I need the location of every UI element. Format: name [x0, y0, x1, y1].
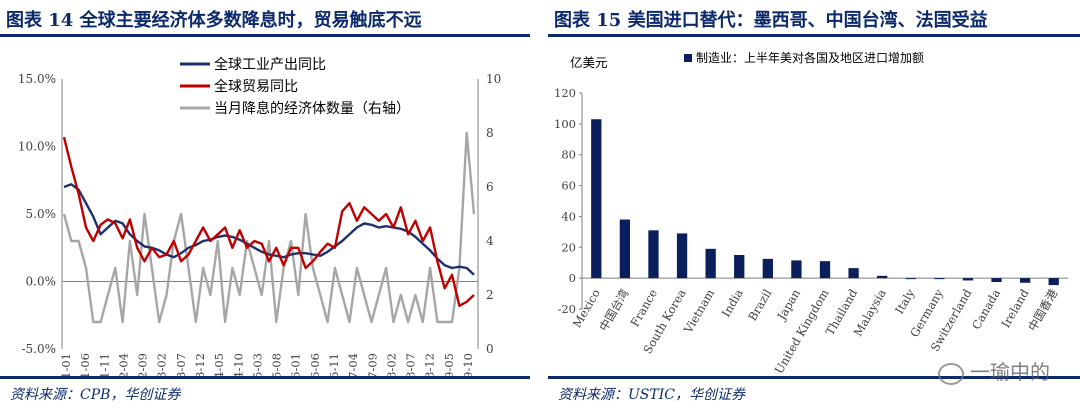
- right-y-tick-label: 0: [486, 342, 494, 356]
- line-chart: 15.0% 10.0% 5.0% 0.0% -5.0% 10 8 6 4 2 0 2011-01 201…: [18, 56, 501, 377]
- x-tick-label: 2015-03: [250, 353, 264, 377]
- right-title-rule: [548, 34, 1080, 37]
- bar-category-label: Japan: [774, 286, 803, 323]
- watermark-text: 一瑜中的: [970, 360, 1050, 384]
- bar-y-tick-label: 60: [561, 179, 576, 193]
- bar-legend-swatch: [684, 54, 692, 62]
- bar-6: [762, 258, 773, 279]
- legend-label-0: 全球工业产出同比: [214, 56, 326, 73]
- bar-13: [962, 278, 974, 281]
- right-source-note: 资料来源：USTIC，华创证券: [558, 387, 745, 403]
- bar-7: [791, 260, 802, 279]
- bar-category-label: Brazil: [745, 286, 774, 323]
- x-tick-label: 2016-06: [308, 353, 322, 377]
- bar-category-label: Canada: [969, 287, 1003, 332]
- bar-5: [734, 255, 745, 279]
- bar-category-label: Italy: [892, 286, 917, 316]
- bar-1: [619, 219, 631, 279]
- bar-y-tick-label: 80: [561, 148, 576, 162]
- bar-14: [991, 278, 1002, 282]
- x-tick-label: 2013-02: [155, 353, 169, 377]
- left-source-note: 资料来源：CPB，华创证券: [10, 387, 181, 403]
- bar-y-unit-label: 亿美元: [570, 55, 608, 70]
- x-tick-label: 2018-02: [384, 353, 398, 377]
- bar-2: [648, 230, 659, 279]
- bar-4: [705, 248, 716, 279]
- legend-label-1: 全球贸易同比: [214, 78, 298, 95]
- left-bottom-rule: [0, 376, 530, 379]
- x-tick-label: 2014-05: [212, 353, 226, 377]
- bar-y-tick-label: 0: [569, 271, 576, 285]
- bar-y-tick-label: 20: [561, 240, 576, 254]
- x-tick-label: 2011-01: [59, 353, 73, 377]
- x-tick-label: 2019-05: [442, 353, 456, 377]
- right-y-tick-label: 2: [486, 288, 494, 302]
- left-figure-title: 图表 14 全球主要经济体多数降息时，贸易触底不远: [6, 10, 422, 31]
- x-tick-label: 2016-01: [289, 353, 303, 377]
- right-y-tick-label: 10: [486, 72, 501, 86]
- right-y-tick-label: 4: [486, 234, 494, 248]
- bar-y-tick-label: -20: [557, 302, 576, 316]
- x-tick-label: 2017-04: [346, 353, 360, 377]
- x-tick-label: 2016-11: [327, 353, 341, 377]
- bar-16: [1048, 278, 1059, 286]
- bar-10: [877, 275, 888, 279]
- bar-0: [591, 119, 602, 279]
- bar-9: [848, 268, 859, 279]
- bar-15: [1019, 278, 1031, 283]
- bar-8: [819, 261, 831, 279]
- left-title-rule: [0, 34, 530, 37]
- bar-y-tick-label: 120: [554, 86, 576, 100]
- series-line-0: [63, 183, 475, 276]
- left-y-tick-label: -5.0%: [21, 342, 56, 356]
- x-tick-label: 2017-09: [365, 353, 379, 377]
- bar-category-label: India: [719, 287, 746, 320]
- x-tick-label: 2018-07: [404, 353, 418, 377]
- bar-3: [676, 233, 688, 279]
- x-tick-label: 2018-12: [423, 353, 437, 377]
- x-tick-label: 2011-06: [78, 353, 92, 377]
- right-bottom-rule: [548, 376, 1080, 379]
- wechat-icon: [938, 362, 964, 385]
- right-y-tick-label: 8: [486, 126, 494, 140]
- bar-11: [905, 278, 916, 280]
- watermark: 一瑜中的: [938, 356, 1050, 385]
- bar-chart: 亿美元 制造业：上半年美对各国及地区进口增加额 120 100 80 60 40 20 0 -20…: [554, 50, 1068, 376]
- x-tick-label: 2013-07: [174, 353, 188, 377]
- bar-y-tick-label: 100: [554, 117, 576, 131]
- series-line-1: [62, 136, 475, 307]
- x-tick-label: 2011-11: [97, 353, 111, 377]
- right-figure-title: 图表 15 美国进口替代：墨西哥、中国台湾、法国受益: [554, 10, 988, 31]
- bar-y-tick-label: 40: [561, 209, 576, 223]
- left-y-tick-label: 0.0%: [26, 275, 57, 289]
- x-tick-label: 2012-09: [136, 353, 150, 377]
- x-tick-label: 2019-10: [461, 353, 475, 377]
- legend-label-2: 当月降息的经济体数量（右轴）: [214, 100, 410, 117]
- left-y-tick-label: 5.0%: [26, 207, 57, 221]
- bar-legend-label: 制造业：上半年美对各国及地区进口增加额: [696, 50, 924, 65]
- right-figure-panel: 图表 15 美国进口替代：墨西哥、中国台湾、法国受益 亿美元 制造业：上半年美对各…: [548, 0, 1080, 419]
- x-tick-label: 2012-04: [116, 353, 130, 377]
- left-figure-panel: 图表 14 全球主要经济体多数降息时，贸易触底不远 15.0% 10.0% 5.0%…: [0, 0, 530, 419]
- x-tick-label: 2013-12: [193, 353, 207, 377]
- series-line-2: [62, 131, 476, 324]
- x-tick-label: 2015-08: [270, 353, 284, 377]
- bar-12: [934, 278, 945, 280]
- left-y-tick-label: 15.0%: [18, 72, 56, 86]
- left-y-tick-label: 10.0%: [18, 140, 56, 154]
- x-tick-label: 2014-10: [231, 353, 245, 377]
- right-y-tick-label: 6: [486, 180, 494, 194]
